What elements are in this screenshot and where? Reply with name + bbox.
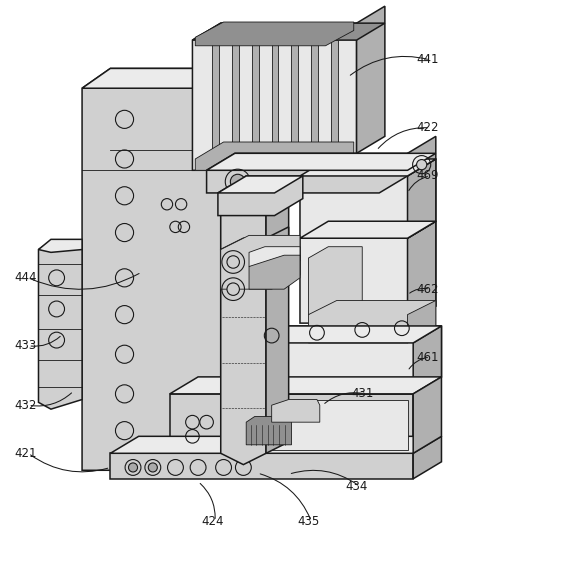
Polygon shape: [224, 326, 441, 343]
Text: 444: 444: [14, 272, 37, 284]
Polygon shape: [246, 417, 291, 445]
Text: 422: 422: [416, 121, 439, 134]
Polygon shape: [192, 49, 249, 88]
Polygon shape: [357, 6, 385, 153]
Polygon shape: [272, 40, 278, 170]
Polygon shape: [408, 159, 436, 238]
Circle shape: [227, 283, 239, 295]
Polygon shape: [331, 40, 338, 170]
Polygon shape: [195, 142, 354, 170]
Circle shape: [230, 174, 245, 189]
Circle shape: [128, 463, 138, 472]
Polygon shape: [224, 326, 441, 394]
Polygon shape: [212, 40, 219, 170]
Polygon shape: [308, 247, 362, 315]
Circle shape: [417, 159, 427, 170]
Polygon shape: [300, 159, 436, 238]
Polygon shape: [221, 238, 266, 464]
Polygon shape: [218, 176, 303, 193]
Polygon shape: [221, 159, 266, 261]
Polygon shape: [408, 221, 436, 323]
Polygon shape: [110, 453, 413, 479]
Text: 434: 434: [345, 480, 368, 493]
Polygon shape: [221, 235, 300, 289]
Circle shape: [148, 463, 157, 472]
Polygon shape: [311, 40, 318, 170]
Polygon shape: [38, 241, 82, 409]
Text: 424: 424: [201, 515, 224, 528]
Polygon shape: [221, 400, 408, 450]
Text: 421: 421: [14, 447, 37, 460]
Polygon shape: [170, 394, 413, 453]
Text: 432: 432: [14, 399, 37, 412]
Polygon shape: [110, 437, 441, 453]
Polygon shape: [249, 247, 300, 266]
Polygon shape: [408, 301, 436, 343]
Polygon shape: [82, 69, 221, 470]
Polygon shape: [195, 22, 354, 46]
Text: 441: 441: [416, 53, 439, 66]
Polygon shape: [308, 301, 436, 343]
Text: 462: 462: [416, 283, 439, 295]
Polygon shape: [82, 69, 221, 88]
Polygon shape: [408, 136, 436, 176]
Polygon shape: [252, 40, 259, 170]
Text: 461: 461: [416, 350, 439, 363]
Text: 431: 431: [351, 387, 374, 400]
Polygon shape: [300, 221, 436, 238]
Text: 433: 433: [14, 339, 36, 352]
Polygon shape: [232, 40, 239, 170]
Polygon shape: [192, 23, 385, 40]
Text: 435: 435: [297, 515, 319, 528]
Text: 469: 469: [416, 170, 439, 183]
Polygon shape: [192, 23, 357, 170]
Polygon shape: [413, 377, 441, 453]
Polygon shape: [272, 400, 320, 422]
Polygon shape: [218, 176, 303, 215]
Polygon shape: [300, 221, 436, 323]
Polygon shape: [266, 147, 289, 249]
Polygon shape: [221, 49, 249, 450]
Polygon shape: [170, 377, 441, 394]
Polygon shape: [291, 40, 298, 170]
Polygon shape: [300, 159, 436, 176]
Polygon shape: [413, 437, 441, 479]
Polygon shape: [249, 255, 300, 289]
Polygon shape: [38, 239, 82, 252]
Circle shape: [227, 256, 239, 268]
Polygon shape: [207, 153, 408, 193]
Polygon shape: [266, 227, 289, 453]
Polygon shape: [207, 153, 436, 170]
Polygon shape: [413, 326, 441, 394]
